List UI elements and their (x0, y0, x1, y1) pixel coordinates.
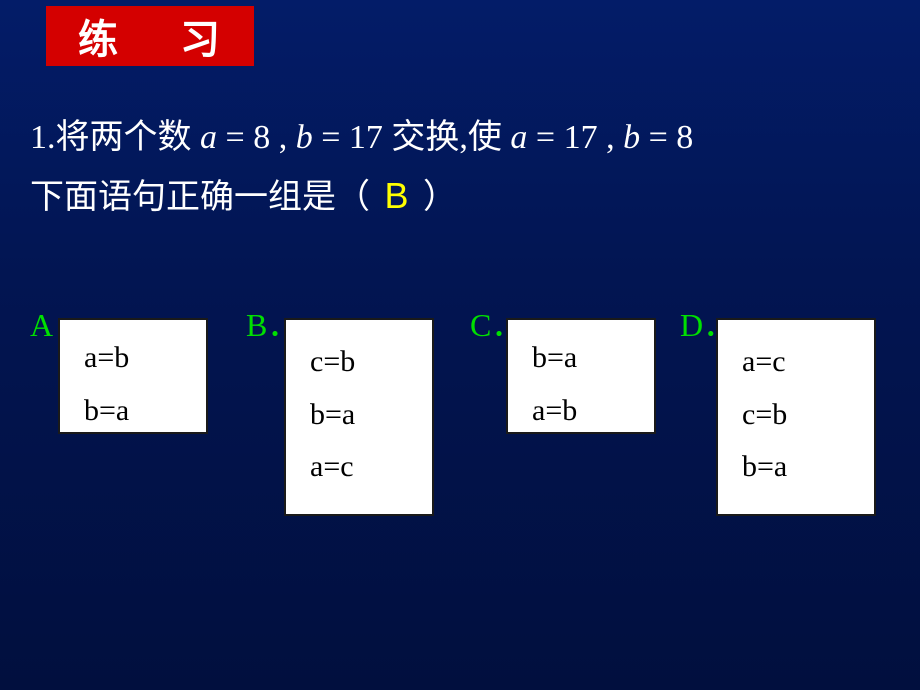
q-a2: a (510, 119, 527, 156)
option-d-line: a=c (742, 336, 862, 389)
q-mid: 交换,使 (391, 119, 510, 156)
option-a-box: a=b b=a (58, 318, 208, 434)
q-b2: b (623, 119, 640, 156)
option-c-line: a=b (532, 385, 642, 438)
option-d-line: b=a (742, 441, 862, 494)
option-a-line: a=b (84, 332, 194, 385)
exercise-banner: 练 习 (46, 6, 254, 66)
q-s12: , (279, 119, 288, 156)
q-eq4: = (649, 119, 668, 156)
question-text: 1.将两个数 a = 8 , b = 17 交换,使 a = 17 , b = … (30, 110, 890, 226)
q-s34: , (606, 119, 615, 156)
q-v1: 8 (253, 119, 270, 156)
option-c-box: b=a a=b (506, 318, 656, 434)
q-v2: 17 (349, 119, 383, 156)
option-b-box: c=b b=a a=c (284, 318, 434, 516)
q-line2-suffix: ） (423, 179, 457, 216)
q-eq1: = (226, 119, 245, 156)
q-eq2: = (321, 119, 340, 156)
option-b-line: b=a (310, 389, 420, 442)
q-a1: a (200, 119, 217, 156)
q-line2-prefix: 下面语句正确一组是（ (30, 179, 379, 216)
answer-letter: B (379, 175, 415, 216)
option-c-line: b=a (532, 332, 642, 385)
q-v4: 8 (676, 119, 693, 156)
q-v3: 17 (564, 119, 598, 156)
option-d-line: c=b (742, 389, 862, 442)
option-d-box: a=c c=b b=a (716, 318, 876, 516)
option-b-line: a=c (310, 441, 420, 494)
q-eq3: = (536, 119, 555, 156)
q-b1: b (296, 119, 313, 156)
option-a-line: b=a (84, 385, 194, 438)
banner-text: 练 习 (78, 7, 246, 65)
q-prefix: 1.将两个数 (30, 119, 200, 156)
option-b-line: c=b (310, 336, 420, 389)
